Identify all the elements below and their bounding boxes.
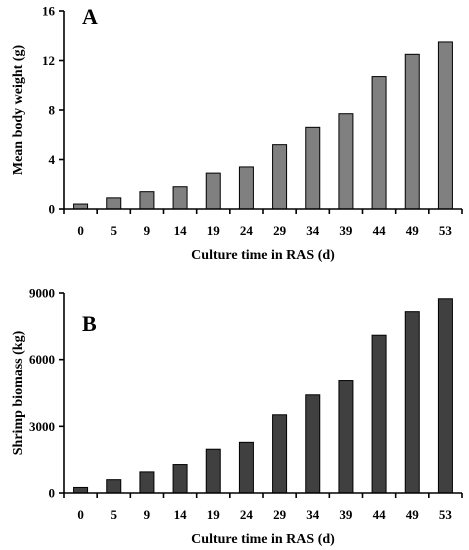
bar-9: [139, 471, 155, 494]
y-tick-label: 9000: [29, 286, 55, 301]
bar-24: [238, 166, 254, 210]
bar-44: [371, 76, 387, 210]
x-tick-label: 0: [77, 223, 84, 238]
bar-29: [272, 414, 288, 494]
x-tick-label: 14: [174, 507, 188, 522]
bar-9: [139, 191, 155, 210]
x-tick-label: 34: [306, 507, 320, 522]
x-tick-label: 24: [240, 223, 254, 238]
x-tick-label: 9: [144, 507, 151, 522]
x-tick-label: 44: [373, 223, 387, 238]
x-tick-label: 53: [439, 507, 453, 522]
y-axis-title: Shrimp biomass (kg): [11, 330, 26, 455]
x-tick-label: 19: [207, 223, 221, 238]
y-tick-label: 16: [42, 4, 56, 19]
x-tick-label: 29: [273, 507, 287, 522]
y-axis-title: Mean body weight (g): [11, 45, 26, 176]
panel-b: 0 3000 6000 9000 0 5 9 14 19 24 29 34 39 44 49 53 Cultur…: [11, 286, 463, 547]
x-tick-label: 5: [111, 223, 118, 238]
panel-letter: A: [82, 4, 98, 29]
bar-39: [338, 113, 354, 210]
bar-14: [172, 464, 188, 494]
bar-29: [272, 144, 288, 210]
y-tick-label: 8: [49, 103, 56, 118]
panel-letter: B: [82, 311, 97, 336]
bar-24: [238, 441, 254, 494]
y-tick-label: 4: [49, 152, 56, 167]
bar-34: [305, 126, 321, 210]
bar-5: [106, 479, 122, 494]
bar-34: [305, 394, 321, 494]
x-tick-label: 44: [373, 507, 387, 522]
x-tick-label: 9: [144, 223, 151, 238]
x-tick-label: 24: [240, 507, 254, 522]
x-axis-title: Culture time in RAS (d): [191, 532, 335, 547]
x-tick-label: 49: [406, 223, 420, 238]
bar-53: [437, 41, 453, 210]
bar-0: [73, 486, 89, 494]
x-tick-label: 39: [339, 507, 353, 522]
x-tick-label: 49: [406, 507, 420, 522]
bar-53: [437, 298, 453, 494]
bar-49: [404, 311, 420, 494]
bar-14: [172, 186, 188, 210]
x-tick-label: 53: [439, 223, 453, 238]
x-tick-label: 29: [273, 223, 287, 238]
bar-5: [106, 197, 122, 210]
x-tick-label: 39: [339, 223, 353, 238]
x-tick-label: 5: [111, 507, 118, 522]
x-tick-label: 14: [174, 223, 188, 238]
y-tick-label: 0: [49, 202, 56, 217]
x-tick-label: 19: [207, 507, 221, 522]
y-tick-label: 0: [49, 486, 56, 501]
x-tick-label: 34: [306, 223, 320, 238]
panel-a: 0 4 8 12 16 0 5 9 14 19 24 29 34 39 44 49 53 Culture time…: [11, 4, 463, 263]
y-tick-label: 6000: [29, 352, 55, 367]
bar-44: [371, 334, 387, 494]
x-tick-label: 0: [77, 507, 84, 522]
bar-19: [205, 448, 221, 494]
y-tick-label: 12: [42, 53, 55, 68]
x-axis-title: Culture time in RAS (d): [191, 248, 335, 263]
y-tick-label: 3000: [29, 419, 55, 434]
bar-49: [404, 53, 420, 210]
bar-39: [338, 380, 354, 494]
bar-19: [205, 172, 221, 210]
